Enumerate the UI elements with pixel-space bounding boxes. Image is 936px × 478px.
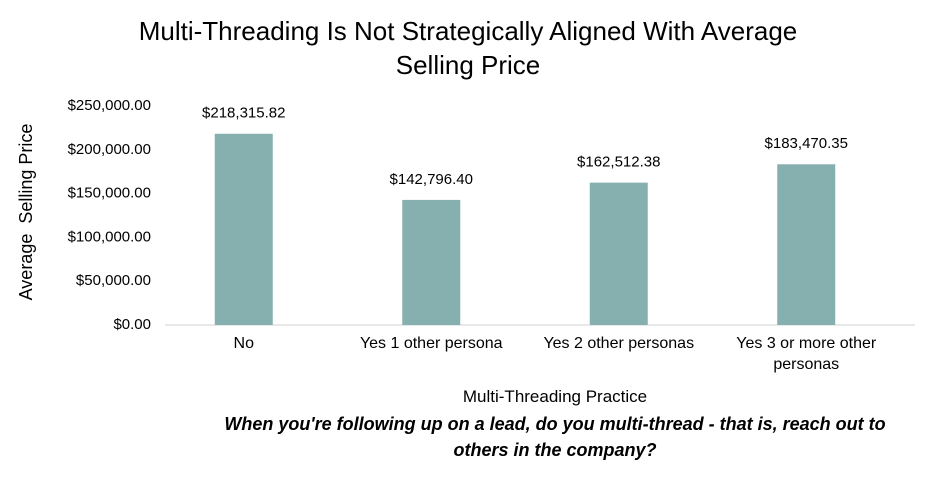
y-tick-label: $100,000.00: [68, 228, 151, 245]
value-label: $142,796.40: [390, 171, 473, 188]
y-tick-label: $150,000.00: [68, 185, 151, 202]
y-axis-label: Average Selling Price: [16, 124, 36, 301]
x-axis-label: Multi-Threading Practice: [462, 387, 648, 406]
value-label: $162,512.38: [577, 154, 660, 171]
y-tick-label: $50,000.00: [76, 272, 151, 289]
bar: [589, 182, 648, 325]
value-label: $218,315.82: [202, 105, 285, 122]
bar: [777, 164, 836, 325]
subtitle: When you're following up on a lead, do y…: [224, 414, 886, 460]
y-tick-label: $200,000.00: [68, 141, 151, 158]
x-tick-label: Yes 2 other personas: [543, 335, 695, 352]
value-label: $183,470.35: [765, 135, 848, 152]
y-tick-label: $250,000.00: [68, 97, 151, 114]
chart-title: Multi-Threading Is Not Strategically Ali…: [138, 16, 798, 80]
x-tick-label: No: [233, 335, 254, 352]
y-tick-label: $0.00: [113, 316, 151, 333]
x-tick-label: Yes 3 or more other personas: [736, 335, 877, 373]
bar: [214, 133, 273, 325]
x-tick-label: Yes 1 other persona: [359, 335, 503, 352]
bar: [402, 199, 461, 325]
